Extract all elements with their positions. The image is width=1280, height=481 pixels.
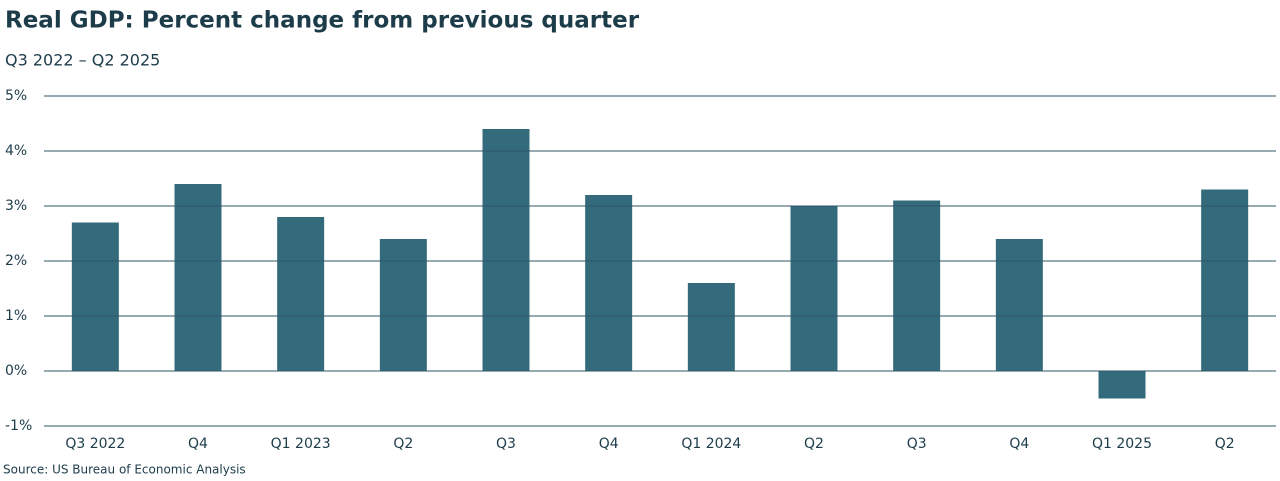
- bar: [1201, 189, 1249, 371]
- x-tick-label: Q1 2025: [1092, 436, 1152, 452]
- x-tick-label: Q4: [188, 436, 208, 452]
- bar: [687, 283, 735, 371]
- bar: [1098, 371, 1146, 399]
- bar: [277, 217, 325, 371]
- bar: [174, 184, 222, 371]
- x-tick-label: Q3 2022: [65, 436, 125, 452]
- bar: [790, 206, 838, 371]
- x-tick-label: Q4: [1009, 436, 1029, 452]
- y-tick-label: 4%: [5, 143, 27, 159]
- bar: [995, 239, 1043, 371]
- chart-title: Real GDP: Percent change from previous q…: [5, 8, 640, 34]
- y-tick-label: 0%: [5, 363, 27, 379]
- x-tick-label: Q2: [1215, 436, 1235, 452]
- x-tick-label: Q2: [393, 436, 413, 452]
- x-tick-label: Q3: [907, 436, 927, 452]
- y-tick-label: 3%: [5, 198, 27, 214]
- x-tick-label: Q2: [804, 436, 824, 452]
- bar: [893, 200, 941, 371]
- y-tick-label: -1%: [5, 418, 32, 434]
- source-note: Source: US Bureau of Economic Analysis: [3, 463, 246, 477]
- y-tick-label: 5%: [5, 88, 27, 104]
- bar: [379, 239, 427, 371]
- x-tick-label: Q3: [496, 436, 516, 452]
- x-tick-label: Q1 2024: [681, 436, 741, 452]
- bar: [71, 222, 119, 371]
- x-tick-label: Q4: [599, 436, 619, 452]
- chart-subtitle: Q3 2022 – Q2 2025: [5, 51, 160, 70]
- y-tick-label: 2%: [5, 253, 27, 269]
- bar: [482, 129, 530, 371]
- bar: [585, 195, 633, 371]
- y-tick-label: 1%: [5, 308, 27, 324]
- x-tick-label: Q1 2023: [271, 436, 331, 452]
